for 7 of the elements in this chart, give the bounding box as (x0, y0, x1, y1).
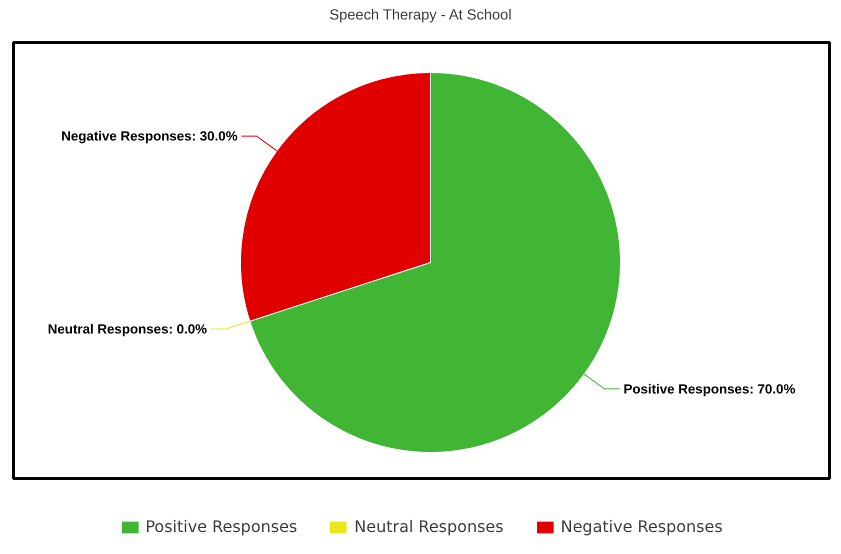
text: Neutral Responses: 0.0% (48, 321, 208, 336)
data-label: Negative Responses: 30.0% (61, 128, 238, 144)
data-label: Positive Responses: 70.0% (623, 381, 796, 396)
legend-label: Neutral Responses (354, 517, 504, 536)
chart-title: Speech Therapy - At School (329, 8, 512, 24)
legend-label: Negative Responses (560, 517, 723, 536)
legend-label: Positive Responses (145, 517, 298, 536)
